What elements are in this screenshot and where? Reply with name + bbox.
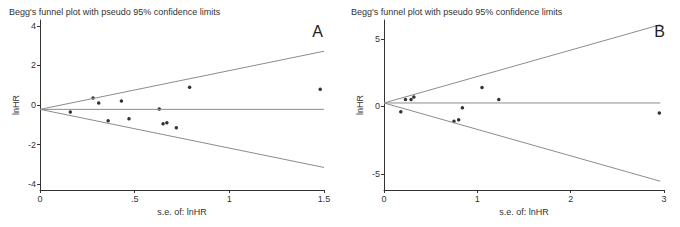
svg-text:.5: .5 bbox=[131, 194, 139, 204]
svg-text:2: 2 bbox=[31, 60, 36, 70]
svg-text:0: 0 bbox=[31, 100, 36, 110]
svg-text:1.5: 1.5 bbox=[318, 194, 331, 204]
svg-text:5: 5 bbox=[375, 34, 380, 44]
svg-text:A: A bbox=[312, 23, 323, 40]
svg-text:-2: -2 bbox=[28, 140, 36, 150]
svg-text:0: 0 bbox=[381, 194, 386, 204]
svg-text:1: 1 bbox=[227, 194, 232, 204]
svg-text:-4: -4 bbox=[28, 179, 36, 189]
svg-text:B: B bbox=[654, 23, 665, 40]
svg-text:4: 4 bbox=[31, 21, 36, 31]
svg-text:s.e. of: lnHR: s.e. of: lnHR bbox=[499, 207, 549, 217]
svg-text:lnHR: lnHR bbox=[11, 95, 21, 116]
svg-text:1: 1 bbox=[475, 194, 480, 204]
svg-text:Begg's funnel plot with pseudo: Begg's funnel plot with pseudo 95% confi… bbox=[9, 7, 221, 17]
svg-text:s.e. of: lnHR: s.e. of: lnHR bbox=[157, 207, 207, 217]
svg-text:0: 0 bbox=[37, 194, 42, 204]
svg-text:-5: -5 bbox=[372, 169, 380, 179]
svg-text:3: 3 bbox=[661, 194, 666, 204]
svg-text:lnHR: lnHR bbox=[355, 95, 365, 116]
svg-text:0: 0 bbox=[375, 101, 380, 111]
svg-text:Begg's funnel plot with pseudo: Begg's funnel plot with pseudo 95% confi… bbox=[351, 7, 563, 17]
svg-text:2: 2 bbox=[568, 194, 573, 204]
